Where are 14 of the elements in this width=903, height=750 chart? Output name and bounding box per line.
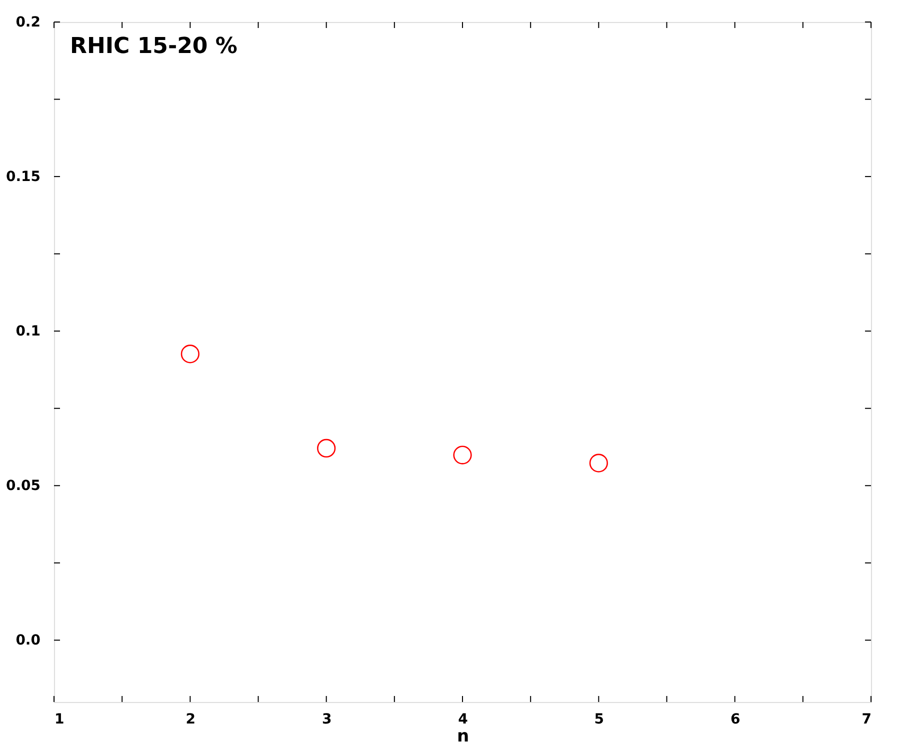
x-tick-label: 5	[594, 712, 604, 728]
x-tick-label: 6	[730, 712, 740, 728]
x-tick-label: 4	[458, 712, 468, 728]
y-tick-label: 0.05	[6, 478, 40, 494]
x-tick-label: 1	[54, 712, 64, 728]
x-axis-title: n	[456, 726, 470, 746]
y-tick-label: 0.1	[16, 324, 40, 340]
y-tick-label: 0.0	[16, 632, 41, 649]
x-tick-label: 3	[322, 712, 332, 728]
y-tick-label: 0.2	[16, 14, 40, 30]
annotation: RHIC 15-20 %	[70, 34, 238, 59]
x-tick-label: 2	[186, 712, 196, 728]
x-tick-label: 7	[862, 712, 872, 728]
y-tick-label: 0.15	[6, 169, 40, 186]
